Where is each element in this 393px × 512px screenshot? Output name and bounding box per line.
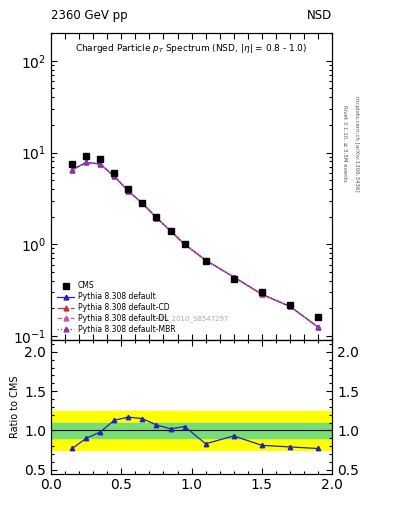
Bar: [51, 411, 332, 450]
Text: 2360 GeV pp: 2360 GeV pp: [51, 9, 128, 22]
Text: CMS_2010_S8547297: CMS_2010_S8547297: [154, 315, 230, 322]
Text: NSD: NSD: [307, 9, 332, 22]
Text: mcplots.cern.ch [arXiv:1306.3436]: mcplots.cern.ch [arXiv:1306.3436]: [354, 96, 359, 191]
Text: Charged Particle $p_T$ Spectrum (NSD, $|\eta|$ = 0.8 - 1.0): Charged Particle $p_T$ Spectrum (NSD, $|…: [75, 42, 308, 55]
Y-axis label: Ratio to CMS: Ratio to CMS: [10, 376, 20, 438]
Legend: CMS, Pythia 8.308 default, Pythia 8.308 default-CD, Pythia 8.308 default-DL, Pyt: CMS, Pythia 8.308 default, Pythia 8.308 …: [55, 279, 178, 336]
Text: Rivet 3.1.10, ≥ 3.5M events: Rivet 3.1.10, ≥ 3.5M events: [343, 105, 348, 182]
Bar: [51, 422, 332, 438]
